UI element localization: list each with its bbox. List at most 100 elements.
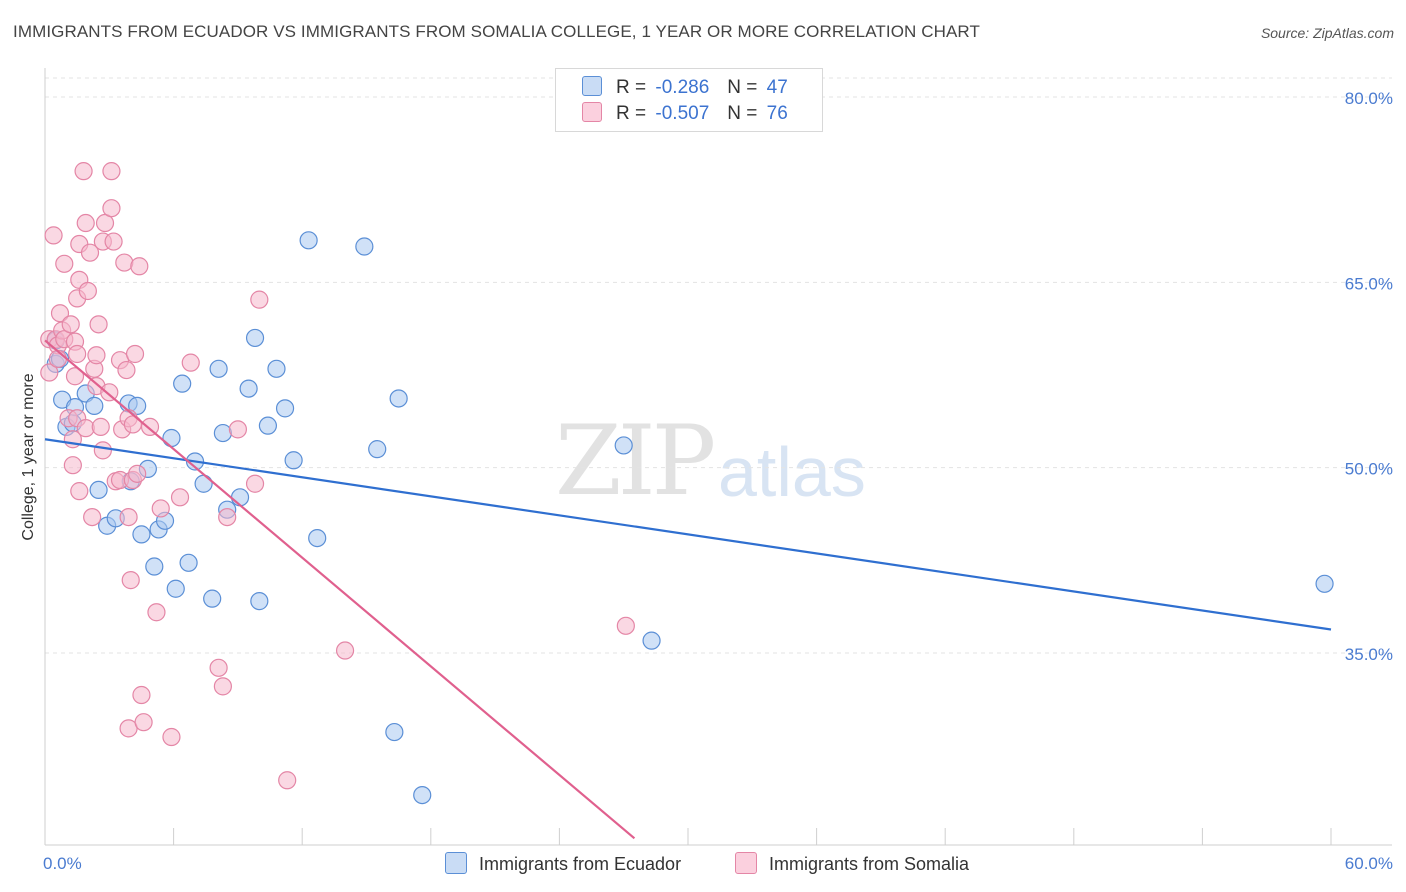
ecuador-point <box>239 379 258 398</box>
ecuador-points <box>46 231 1334 805</box>
ecuador-point <box>308 528 327 548</box>
somalia-point <box>63 456 82 475</box>
somalia-point <box>91 417 110 436</box>
somalia-legend-swatch <box>735 852 757 874</box>
somalia-point <box>83 507 102 527</box>
ecuador-point <box>258 416 278 435</box>
ecuador-point <box>213 423 232 443</box>
somalia-point <box>76 419 95 438</box>
somalia-point <box>134 713 153 732</box>
somalia-point <box>151 499 170 518</box>
axes <box>44 68 1392 846</box>
ecuador-point <box>1315 574 1334 593</box>
somalia-point <box>115 253 134 272</box>
somalia-point <box>125 344 145 364</box>
ecuador-point <box>132 525 151 544</box>
somalia-point <box>102 199 121 218</box>
somalia-point <box>250 290 269 309</box>
somalia-point <box>228 420 247 439</box>
ecuador-point <box>614 436 633 455</box>
x-tick-label: 0.0% <box>43 854 82 873</box>
somalia-point <box>128 464 147 483</box>
ecuador-point <box>385 722 404 742</box>
watermark-zip: ZIP <box>555 405 716 517</box>
y-tick-label: 35.0% <box>1345 645 1393 664</box>
somalia-swatch <box>582 102 602 122</box>
somalia-point <box>278 771 297 790</box>
somalia-point <box>121 571 140 590</box>
ecuador-point <box>299 231 318 250</box>
somalia-point <box>132 685 151 705</box>
legend-row-ecuador: R = -0.286 N = 47 <box>582 76 788 100</box>
source-credit: Source: ZipAtlas.com <box>1260 25 1394 41</box>
ecuador-swatch <box>582 76 602 96</box>
somalia-point <box>162 727 181 747</box>
ecuador-legend-label: Immigrants from Ecuador <box>479 854 682 874</box>
somalia-point <box>70 482 89 501</box>
somalia-legend-label: Immigrants from Somalia <box>769 854 970 874</box>
somalia-point <box>44 226 63 245</box>
ecuador-n-value: 47 <box>766 77 788 98</box>
ecuador-point <box>284 451 303 470</box>
ecuador-point <box>203 589 222 608</box>
y-tick-label: 50.0% <box>1345 460 1393 479</box>
somalia-point <box>61 315 80 334</box>
ecuador-point <box>355 237 374 256</box>
ecuador-point <box>128 396 147 415</box>
somalia-point <box>87 346 106 365</box>
ecuador-r-value: -0.286 <box>655 77 710 98</box>
somalia-point <box>245 474 265 493</box>
correlation-legend: R = -0.286 N = 47 R = -0.507 N = 76 <box>555 68 823 132</box>
ecuador-point <box>230 488 250 507</box>
somalia-point <box>89 315 108 334</box>
ecuador-point <box>267 359 286 378</box>
ecuador-r-label: R = <box>616 77 647 98</box>
ecuador-point <box>245 328 265 348</box>
ecuador-point <box>194 474 213 493</box>
ecuador-point <box>85 396 104 415</box>
somalia-point <box>130 257 149 276</box>
gridlines <box>45 77 1392 654</box>
bottom-legend-somalia[interactable]: Immigrants from Somalia <box>735 852 969 875</box>
somalia-point <box>65 367 85 386</box>
somalia-point <box>40 363 59 382</box>
bottom-legend-ecuador[interactable]: Immigrants from Ecuador <box>445 852 681 875</box>
ecuador-n-label: N = <box>727 77 758 98</box>
ecuador-point <box>162 428 181 448</box>
tick-labels: 35.0% 50.0% 65.0% 80.0% 0.0% 60.0% College, 1 … <box>20 89 1393 873</box>
ecuador-trend-line <box>44 438 1332 631</box>
somalia-point <box>213 677 232 696</box>
somalia-point <box>218 507 237 527</box>
somalia-point <box>100 383 119 402</box>
ecuador-point <box>209 359 228 378</box>
somalia-point <box>93 441 112 460</box>
somalia-point <box>80 243 100 262</box>
somalia-points <box>40 162 635 790</box>
somalia-point <box>181 353 200 372</box>
ecuador-point <box>179 553 198 572</box>
chart-title: IMMIGRANTS FROM ECUADOR VS IMMIGRANTS FR… <box>13 22 980 41</box>
somalia-point <box>170 488 190 507</box>
somalia-r-label: R = <box>616 103 647 124</box>
somalia-point <box>209 658 228 677</box>
watermark-atlas: atlas <box>718 433 866 511</box>
somalia-point <box>78 281 97 301</box>
somalia-point <box>76 213 95 233</box>
somalia-r-value: -0.507 <box>655 103 710 124</box>
y-tick-label: 80.0% <box>1345 89 1393 108</box>
somalia-point <box>119 507 138 527</box>
ecuador-point <box>275 399 295 418</box>
ecuador-point <box>250 592 269 611</box>
somalia-point <box>335 641 355 660</box>
legend-row-somalia: R = -0.507 N = 76 <box>582 102 788 126</box>
ecuador-point <box>145 557 164 576</box>
y-tick-label: 65.0% <box>1345 274 1393 293</box>
somalia-point <box>55 254 74 273</box>
somalia-point <box>68 344 87 364</box>
ecuador-point <box>413 785 432 805</box>
somalia-point <box>117 360 136 380</box>
ecuador-point <box>642 631 661 650</box>
y-axis-title: College, 1 year or more <box>20 373 37 540</box>
ecuador-legend-swatch <box>445 852 467 874</box>
somalia-point <box>104 232 123 251</box>
